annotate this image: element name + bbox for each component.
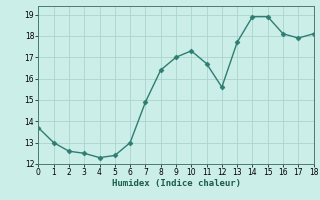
X-axis label: Humidex (Indice chaleur): Humidex (Indice chaleur): [111, 179, 241, 188]
